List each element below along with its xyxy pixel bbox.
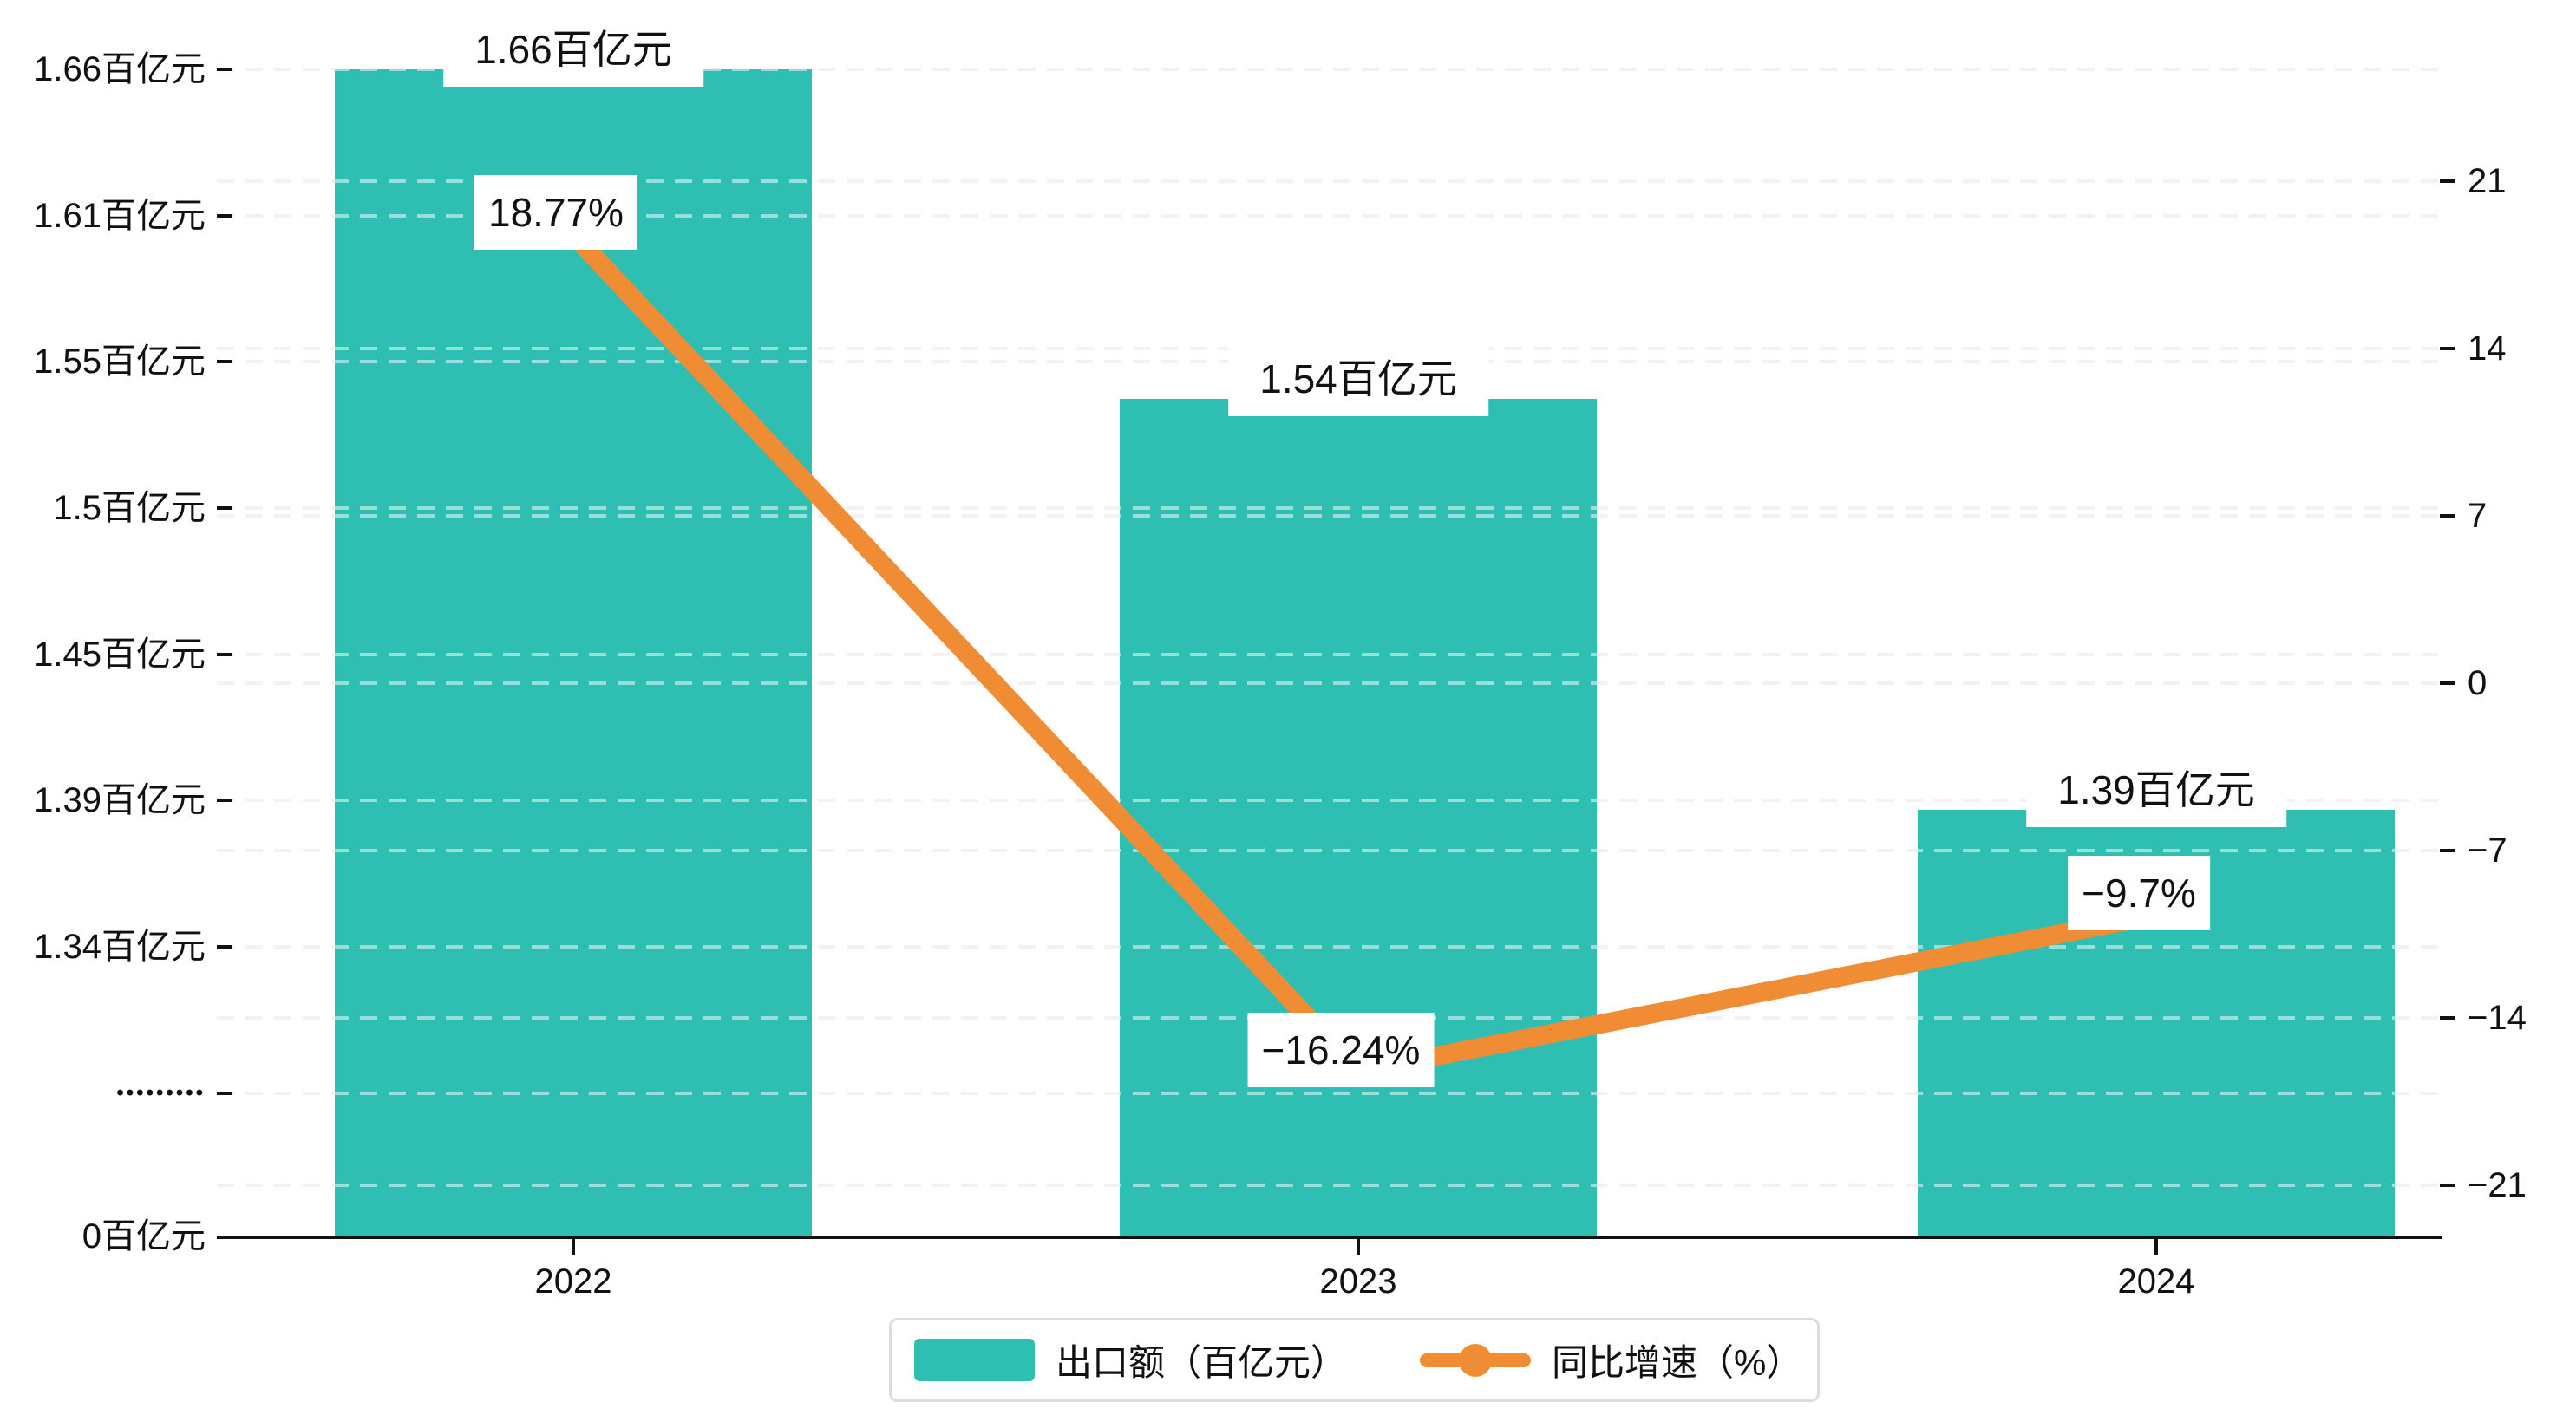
x-axis-tick-mark	[1357, 1239, 1360, 1255]
bar-value-label: 1.54百亿元	[1228, 341, 1488, 416]
y-axis-right-tick-mark	[2440, 681, 2455, 685]
y-axis-right-tick-label: 0	[2468, 664, 2488, 702]
y-axis-left-tick-mark	[217, 214, 232, 218]
line-value-label: −9.7%	[2068, 856, 2210, 931]
y-axis-left-tick-label: 0百亿元	[82, 1217, 206, 1255]
line-value-label: 18.77%	[474, 175, 638, 251]
legend-item-yoy-growth[interactable]: 同比增速（%）	[1347, 1333, 1802, 1386]
y-axis-left-tick-mark	[217, 945, 232, 949]
gridline-overlay	[217, 506, 2442, 510]
y-axis-left-tick-label: 1.34百亿元	[34, 928, 206, 966]
y-axis-left-tick-label: 1.61百亿元	[34, 197, 206, 235]
x-axis-tick-mark	[572, 1239, 575, 1255]
x-axis-label-2022: 2022	[534, 1262, 612, 1301]
y-axis-left-tick-label: 1.39百亿元	[34, 781, 206, 819]
x-axis-tick-mark	[2154, 1239, 2158, 1255]
bar-2023[interactable]	[1120, 398, 1597, 1236]
gridline-overlay	[217, 945, 2442, 949]
gridline-overlay	[217, 681, 2442, 685]
x-axis-label-2024: 2024	[2117, 1262, 2195, 1301]
gridline-overlay	[217, 1092, 2442, 1095]
y-axis-left-tick-label: 1.66百亿元	[34, 50, 206, 88]
gridline-overlay	[217, 214, 2442, 218]
legend-label-yoy-growth: 同比增速（%）	[1552, 1342, 1803, 1383]
y-axis-left-tick-mark	[217, 68, 232, 71]
legend-label-export-value: 出口额（百亿元）	[1056, 1342, 1348, 1383]
legend: 出口额（百亿元） 同比增速（%）	[889, 1318, 1820, 1402]
y-axis-right-tick-mark	[2440, 514, 2455, 518]
y-axis-left-tick-mark	[217, 506, 232, 510]
x-axis-line	[217, 1236, 2442, 1239]
line-series-marker-icon	[1420, 1341, 1532, 1379]
y-axis-right-tick-mark	[2440, 1184, 2455, 1187]
line-value-label: −16.24%	[1247, 1012, 1435, 1087]
gridline-overlay	[217, 514, 2442, 518]
gridline-overlay	[217, 1184, 2442, 1187]
y-axis-right-tick-label: 7	[2468, 497, 2488, 535]
y-axis-left-tick-mark	[217, 1092, 232, 1095]
bar-value-label: 1.39百亿元	[2026, 752, 2286, 827]
y-axis-right-tick-label: 14	[2468, 329, 2507, 368]
gridline-overlay	[217, 799, 2442, 802]
x-axis-label-2023: 2023	[1319, 1262, 1397, 1301]
gridline-overlay	[217, 179, 2442, 183]
gridline-overlay	[217, 68, 2442, 71]
y-axis-left-tick-mark	[217, 360, 232, 363]
y-axis-left-tick-label: 1.5百亿元	[53, 489, 206, 527]
y-axis-left-tick-mark	[217, 653, 232, 656]
y-axis-right-tick-label: 21	[2468, 162, 2507, 200]
y-axis-left-tick-label: 1.55百亿元	[34, 342, 206, 381]
y-axis-right-tick-mark	[2440, 849, 2455, 852]
y-axis-right-tick-mark	[2440, 1016, 2455, 1020]
gridline-overlay	[217, 653, 2442, 656]
gridline-overlay	[217, 849, 2442, 852]
y-axis-left-tick-label: •••••••••	[116, 1081, 206, 1105]
y-axis-right-tick-label: −7	[2468, 831, 2507, 870]
bar-value-label: 1.66百亿元	[443, 12, 703, 87]
y-axis-right-tick-mark	[2440, 347, 2455, 350]
legend-item-export-value[interactable]: 出口额（百亿元）	[914, 1333, 1347, 1386]
y-axis-left-tick-label: 1.45百亿元	[34, 636, 206, 674]
y-axis-right-tick-label: −21	[2468, 1166, 2527, 1204]
y-axis-right-tick-label: −14	[2468, 999, 2527, 1037]
y-axis-right-tick-mark	[2440, 179, 2455, 183]
y-axis-left-tick-mark	[217, 799, 232, 802]
bar-series-swatch-icon	[914, 1339, 1035, 1381]
